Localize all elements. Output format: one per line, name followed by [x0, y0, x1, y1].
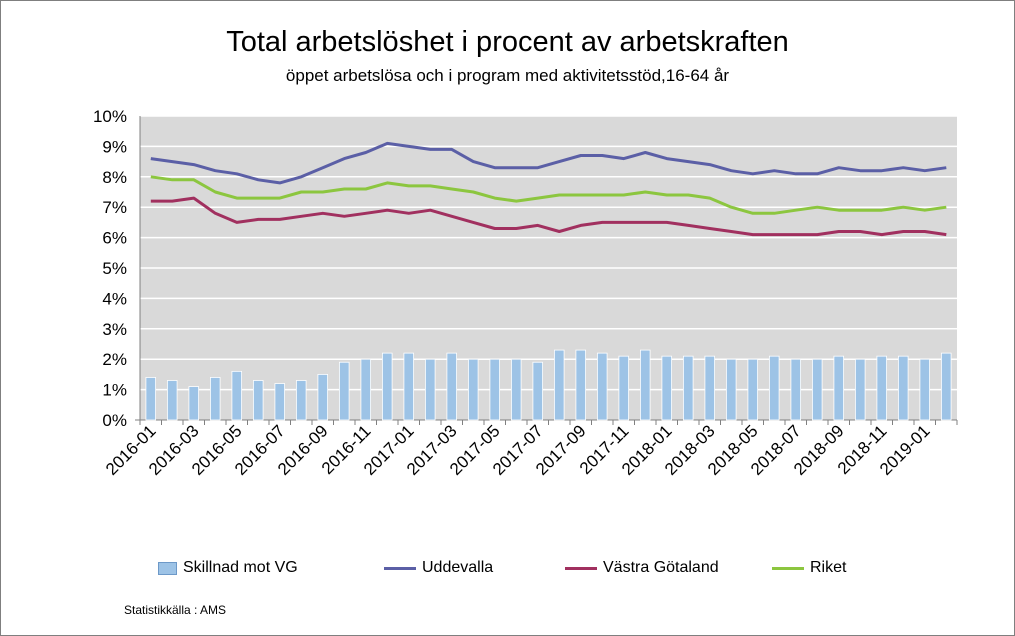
legend-item-riket: Riket [772, 559, 846, 577]
bar [489, 358, 500, 421]
legend-swatch-line [565, 566, 597, 570]
bar [188, 386, 199, 421]
bar [274, 383, 285, 421]
legend-label: Riket [810, 559, 847, 576]
bar [618, 355, 629, 421]
bar [167, 380, 178, 421]
y-tick-label: 3% [102, 320, 127, 339]
bar [898, 355, 909, 421]
y-tick-label: 6% [102, 229, 127, 248]
legend-item-vastra-gotaland: Västra Götaland [565, 559, 719, 577]
chart-subtitle: öppet arbetslösa och i program med aktiv… [285, 66, 730, 85]
bar [876, 355, 887, 421]
bar [468, 358, 479, 421]
legend-label: Västra Götaland [603, 559, 719, 576]
legend-label: Skillnad mot VG [183, 559, 298, 576]
y-tick-label: 2% [102, 350, 127, 369]
y-tick-label: 7% [102, 198, 127, 217]
y-tick-label: 9% [102, 137, 127, 156]
source-note: Statistikkälla : AMS [124, 603, 227, 617]
bar [919, 358, 930, 421]
bar [446, 352, 457, 421]
series-line [150, 196, 947, 237]
legend-item-uddevalla: Uddevalla [384, 559, 493, 577]
bar [210, 377, 221, 421]
bar [253, 380, 264, 421]
chart-title: Total arbetslöshet i procent av arbetskr… [226, 26, 789, 58]
y-tick-label: 0% [102, 411, 127, 430]
bar [403, 352, 414, 421]
bar [231, 370, 242, 421]
bar [382, 352, 393, 421]
bar [812, 358, 823, 421]
bar [575, 349, 586, 421]
bar [855, 358, 866, 421]
bar [554, 349, 565, 421]
legend-label: Uddevalla [422, 559, 494, 576]
legend-swatch-line [384, 566, 416, 570]
bar [317, 373, 328, 421]
y-tick-label: 8% [102, 168, 127, 187]
bar [339, 361, 350, 421]
bar [425, 358, 436, 421]
bar [704, 355, 715, 421]
bar [597, 352, 608, 421]
bar [833, 355, 844, 421]
bar [941, 352, 952, 421]
legend-swatch-line [772, 566, 804, 570]
series-line [150, 175, 947, 215]
bar [532, 361, 543, 421]
bar [511, 358, 522, 421]
y-tick-label: 10% [93, 107, 127, 126]
y-tick-label: 4% [102, 289, 127, 308]
bar [747, 358, 758, 421]
bar [683, 355, 694, 421]
bar [769, 355, 780, 421]
legend-swatch-bar [158, 561, 177, 575]
bar [726, 358, 737, 421]
y-tick-label: 1% [102, 381, 127, 400]
bar [360, 358, 371, 421]
bar [145, 377, 156, 421]
y-tick-label: 5% [102, 259, 127, 278]
chart-legend: Skillnad mot VG Uddevalla Västra Götalan… [0, 559, 1015, 581]
bar [790, 358, 801, 421]
series-line [150, 141, 947, 185]
legend-item-skillnad: Skillnad mot VG [158, 559, 298, 577]
bar [661, 355, 672, 421]
bar [640, 349, 651, 421]
bar [296, 380, 307, 421]
